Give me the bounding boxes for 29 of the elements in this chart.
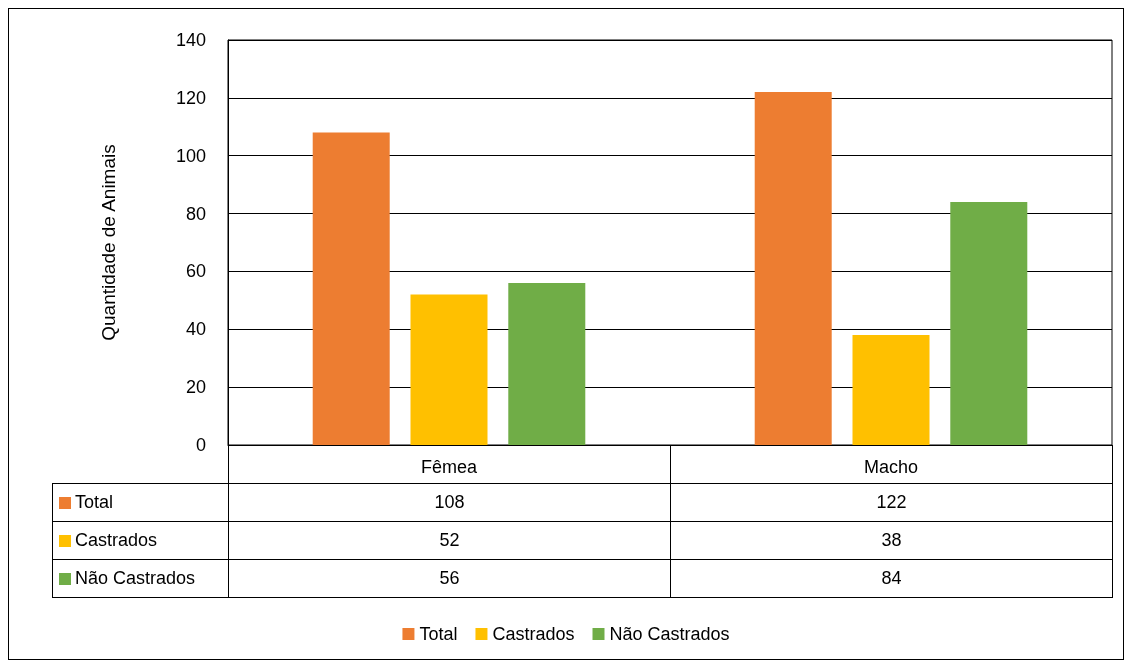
bar xyxy=(410,294,488,445)
y-tick-label: 60 xyxy=(185,261,206,282)
text: Castrados xyxy=(75,530,158,550)
text: Total xyxy=(75,492,114,512)
y-tick-label: 80 xyxy=(185,203,206,224)
legend-label: Não Castrados xyxy=(609,624,730,644)
x-tick-label: Macho xyxy=(863,457,919,477)
y-tick-label: 40 xyxy=(185,319,206,340)
y-tick-label: 100 xyxy=(175,145,206,166)
y-axis-title: Quantidade de Animais xyxy=(98,144,119,341)
legend-label: Total xyxy=(419,624,458,644)
data-label: 56 xyxy=(228,559,671,598)
bar xyxy=(754,92,832,445)
data-label: 38 xyxy=(670,521,1113,560)
bar xyxy=(950,202,1028,445)
data-label: 52 xyxy=(228,521,671,560)
y-tick-label: 140 xyxy=(175,30,206,50)
bar xyxy=(852,335,930,445)
x-tick-label: Fêmea xyxy=(420,457,478,477)
y-tick-label: 0 xyxy=(195,435,206,455)
y-tick-label: 120 xyxy=(175,87,206,108)
data-label: 122 xyxy=(670,483,1113,522)
bar xyxy=(312,132,390,445)
legend-label: Castrados xyxy=(492,624,575,644)
data-label: 108 xyxy=(228,483,671,522)
y-tick-label: 20 xyxy=(185,377,206,398)
text: Não Castrados xyxy=(75,568,196,588)
data-label: 84 xyxy=(670,559,1113,598)
bar xyxy=(508,283,586,445)
